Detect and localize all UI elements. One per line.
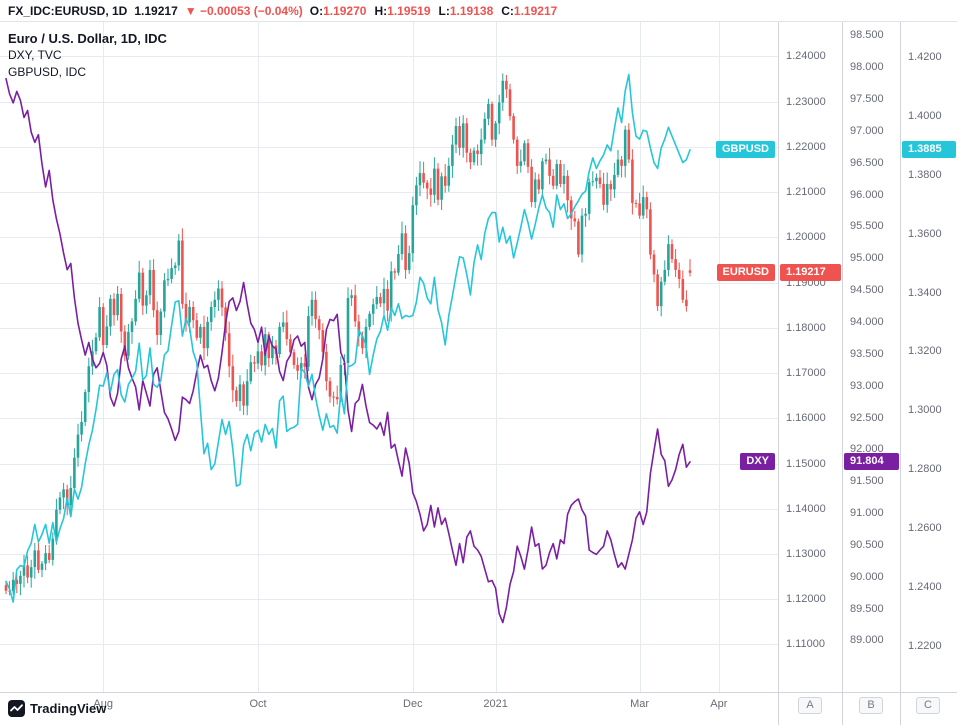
- tradingview-logo[interactable]: TradingView: [8, 700, 106, 717]
- price-tick-label: 89.500: [850, 602, 884, 615]
- price-tick-label: 1.23000: [786, 95, 826, 108]
- price-scale-a[interactable]: 1.19217 1.24000 1.23000 1.22000 1.21000 1.20…: [778, 22, 842, 692]
- price-tick-label: 92.000: [850, 443, 884, 456]
- price-tick-label: 1.20000: [786, 231, 826, 244]
- price-tick-label: 98.000: [850, 61, 884, 74]
- legend-dxy-series[interactable]: DXY, TVC: [8, 48, 62, 62]
- chart-canvas: [0, 22, 778, 692]
- symbol-info-bar: FX_IDC:EURUSD, 1D 1.19217 ▼ −0.00053 (−0…: [0, 0, 957, 22]
- high-value: H:1.19519: [374, 3, 431, 18]
- price-tick-label: 1.17000: [786, 367, 826, 380]
- time-axis-label: Dec: [403, 698, 423, 710]
- price-tick-label: 1.22000: [786, 140, 826, 153]
- legend-main-series[interactable]: Euro / U.S. Dollar, 1D, IDC: [8, 31, 167, 46]
- time-axis-label: Apr: [710, 698, 728, 710]
- price-tick-label: 92.500: [850, 411, 884, 424]
- price-tick-label: 1.15000: [786, 457, 826, 470]
- time-axis-label: 2021: [483, 698, 508, 710]
- price-tick-label: 1.16000: [786, 412, 826, 425]
- price-tick-label: 1.2400: [908, 580, 942, 593]
- low-value: L:1.19138: [438, 3, 494, 18]
- change-value: −0.00053 (−0.04%): [199, 3, 303, 18]
- tradingview-logo-text: TradingView: [30, 701, 107, 716]
- price-tick-label: 1.3800: [908, 168, 942, 181]
- price-tick-label: 97.500: [850, 93, 884, 106]
- price-tick-label: 96.500: [850, 156, 884, 169]
- price-tick-label: 1.3600: [908, 227, 942, 240]
- time-axis-label: Mar: [630, 698, 650, 710]
- legend-gbpusd-series[interactable]: GBPUSD, IDC: [8, 65, 87, 79]
- price-tick-label: 97.000: [850, 124, 884, 137]
- price-scale-c[interactable]: 1.3885 1.4200 1.4000 1.3800 1.3600 1.3400 1.3…: [900, 22, 957, 692]
- price-tick-label: 94.500: [850, 284, 884, 297]
- price-tick-label: 1.4000: [908, 110, 942, 123]
- price-change: ▼ −0.00053 (−0.04%): [185, 4, 303, 18]
- price-tick-label: 1.14000: [786, 502, 826, 515]
- price-scale-b[interactable]: 91.804 98.500 98.000 97.500 97.000 96.500 96.…: [842, 22, 900, 692]
- price-tick-label: 1.13000: [786, 548, 826, 561]
- price-tick-label: 90.000: [850, 570, 884, 583]
- open-value: O:1.19270: [309, 3, 367, 18]
- price-tick-label: 1.2200: [908, 639, 942, 652]
- price-tick-label: 1.24000: [786, 50, 826, 63]
- axis-separator: [900, 693, 901, 725]
- price-tick-label: 95.000: [850, 252, 884, 265]
- chart-legend: Euro / U.S. Dollar, 1D, IDC DXY, TVC GBP…: [8, 30, 167, 81]
- price-tick-label: 1.3400: [908, 286, 942, 299]
- tradingview-logo-icon: [8, 700, 25, 717]
- merge-scale-button-a[interactable]: A: [798, 697, 822, 714]
- eurusd-price-badge: 1.19217: [780, 263, 841, 281]
- price-tick-label: 1.12000: [786, 593, 826, 606]
- price-tick-label: 1.18000: [786, 321, 826, 334]
- close-value: C:1.19217: [501, 3, 558, 18]
- price-tick-label: 1.4200: [908, 51, 942, 64]
- time-axis-label: Aug: [93, 698, 113, 710]
- price-tick-label: 96.000: [850, 188, 884, 201]
- price-tick-label: 1.3000: [908, 404, 942, 417]
- chart-plot-area[interactable]: Euro / U.S. Dollar, 1D, IDC DXY, TVC GBP…: [0, 22, 778, 692]
- price-tick-label: 90.500: [850, 538, 884, 551]
- price-tick-label: 1.3200: [908, 345, 942, 358]
- dxy-series-tag: DXY: [740, 452, 775, 470]
- gbpusd-series-tag: GBPUSD: [715, 140, 775, 158]
- price-tick-label: 1.11000: [786, 638, 825, 651]
- time-axis[interactable]: A B C TradingView Aug Oct Dec 2021 Mar Apr: [0, 692, 957, 725]
- price-tick-label: 98.500: [850, 29, 884, 42]
- merge-scale-button-c[interactable]: C: [916, 697, 940, 714]
- merge-scale-button-b[interactable]: B: [859, 697, 883, 714]
- price-tick-label: 1.2800: [908, 463, 942, 476]
- axis-separator: [778, 693, 779, 725]
- time-axis-label: Oct: [249, 698, 267, 710]
- last-price: 1.19217: [134, 3, 178, 18]
- gbpusd-price-badge: 1.3885: [902, 140, 956, 158]
- price-tick-label: 1.2600: [908, 521, 942, 534]
- price-tick-label: 1.21000: [786, 186, 826, 199]
- price-tick-label: 89.000: [850, 634, 884, 647]
- price-tick-label: 93.000: [850, 379, 884, 392]
- ohlc-values: O:1.19270 H:1.19519 L:1.19138 C:1.19217: [310, 4, 558, 18]
- price-tick-label: 93.500: [850, 347, 884, 360]
- down-triangle-icon: ▼: [184, 3, 197, 18]
- chart-main-area: Euro / U.S. Dollar, 1D, IDC DXY, TVC GBP…: [0, 22, 957, 692]
- eurusd-series-tag: EURUSD: [716, 263, 775, 281]
- dxy-price-badge: 91.804: [844, 452, 899, 470]
- price-tick-label: 91.000: [850, 507, 884, 520]
- symbol-title[interactable]: FX_IDC:EURUSD, 1D: [8, 3, 128, 18]
- price-tick-label: 91.500: [850, 475, 884, 488]
- axis-separator: [842, 693, 843, 725]
- price-tick-label: 94.000: [850, 315, 884, 328]
- price-tick-label: 95.500: [850, 220, 884, 233]
